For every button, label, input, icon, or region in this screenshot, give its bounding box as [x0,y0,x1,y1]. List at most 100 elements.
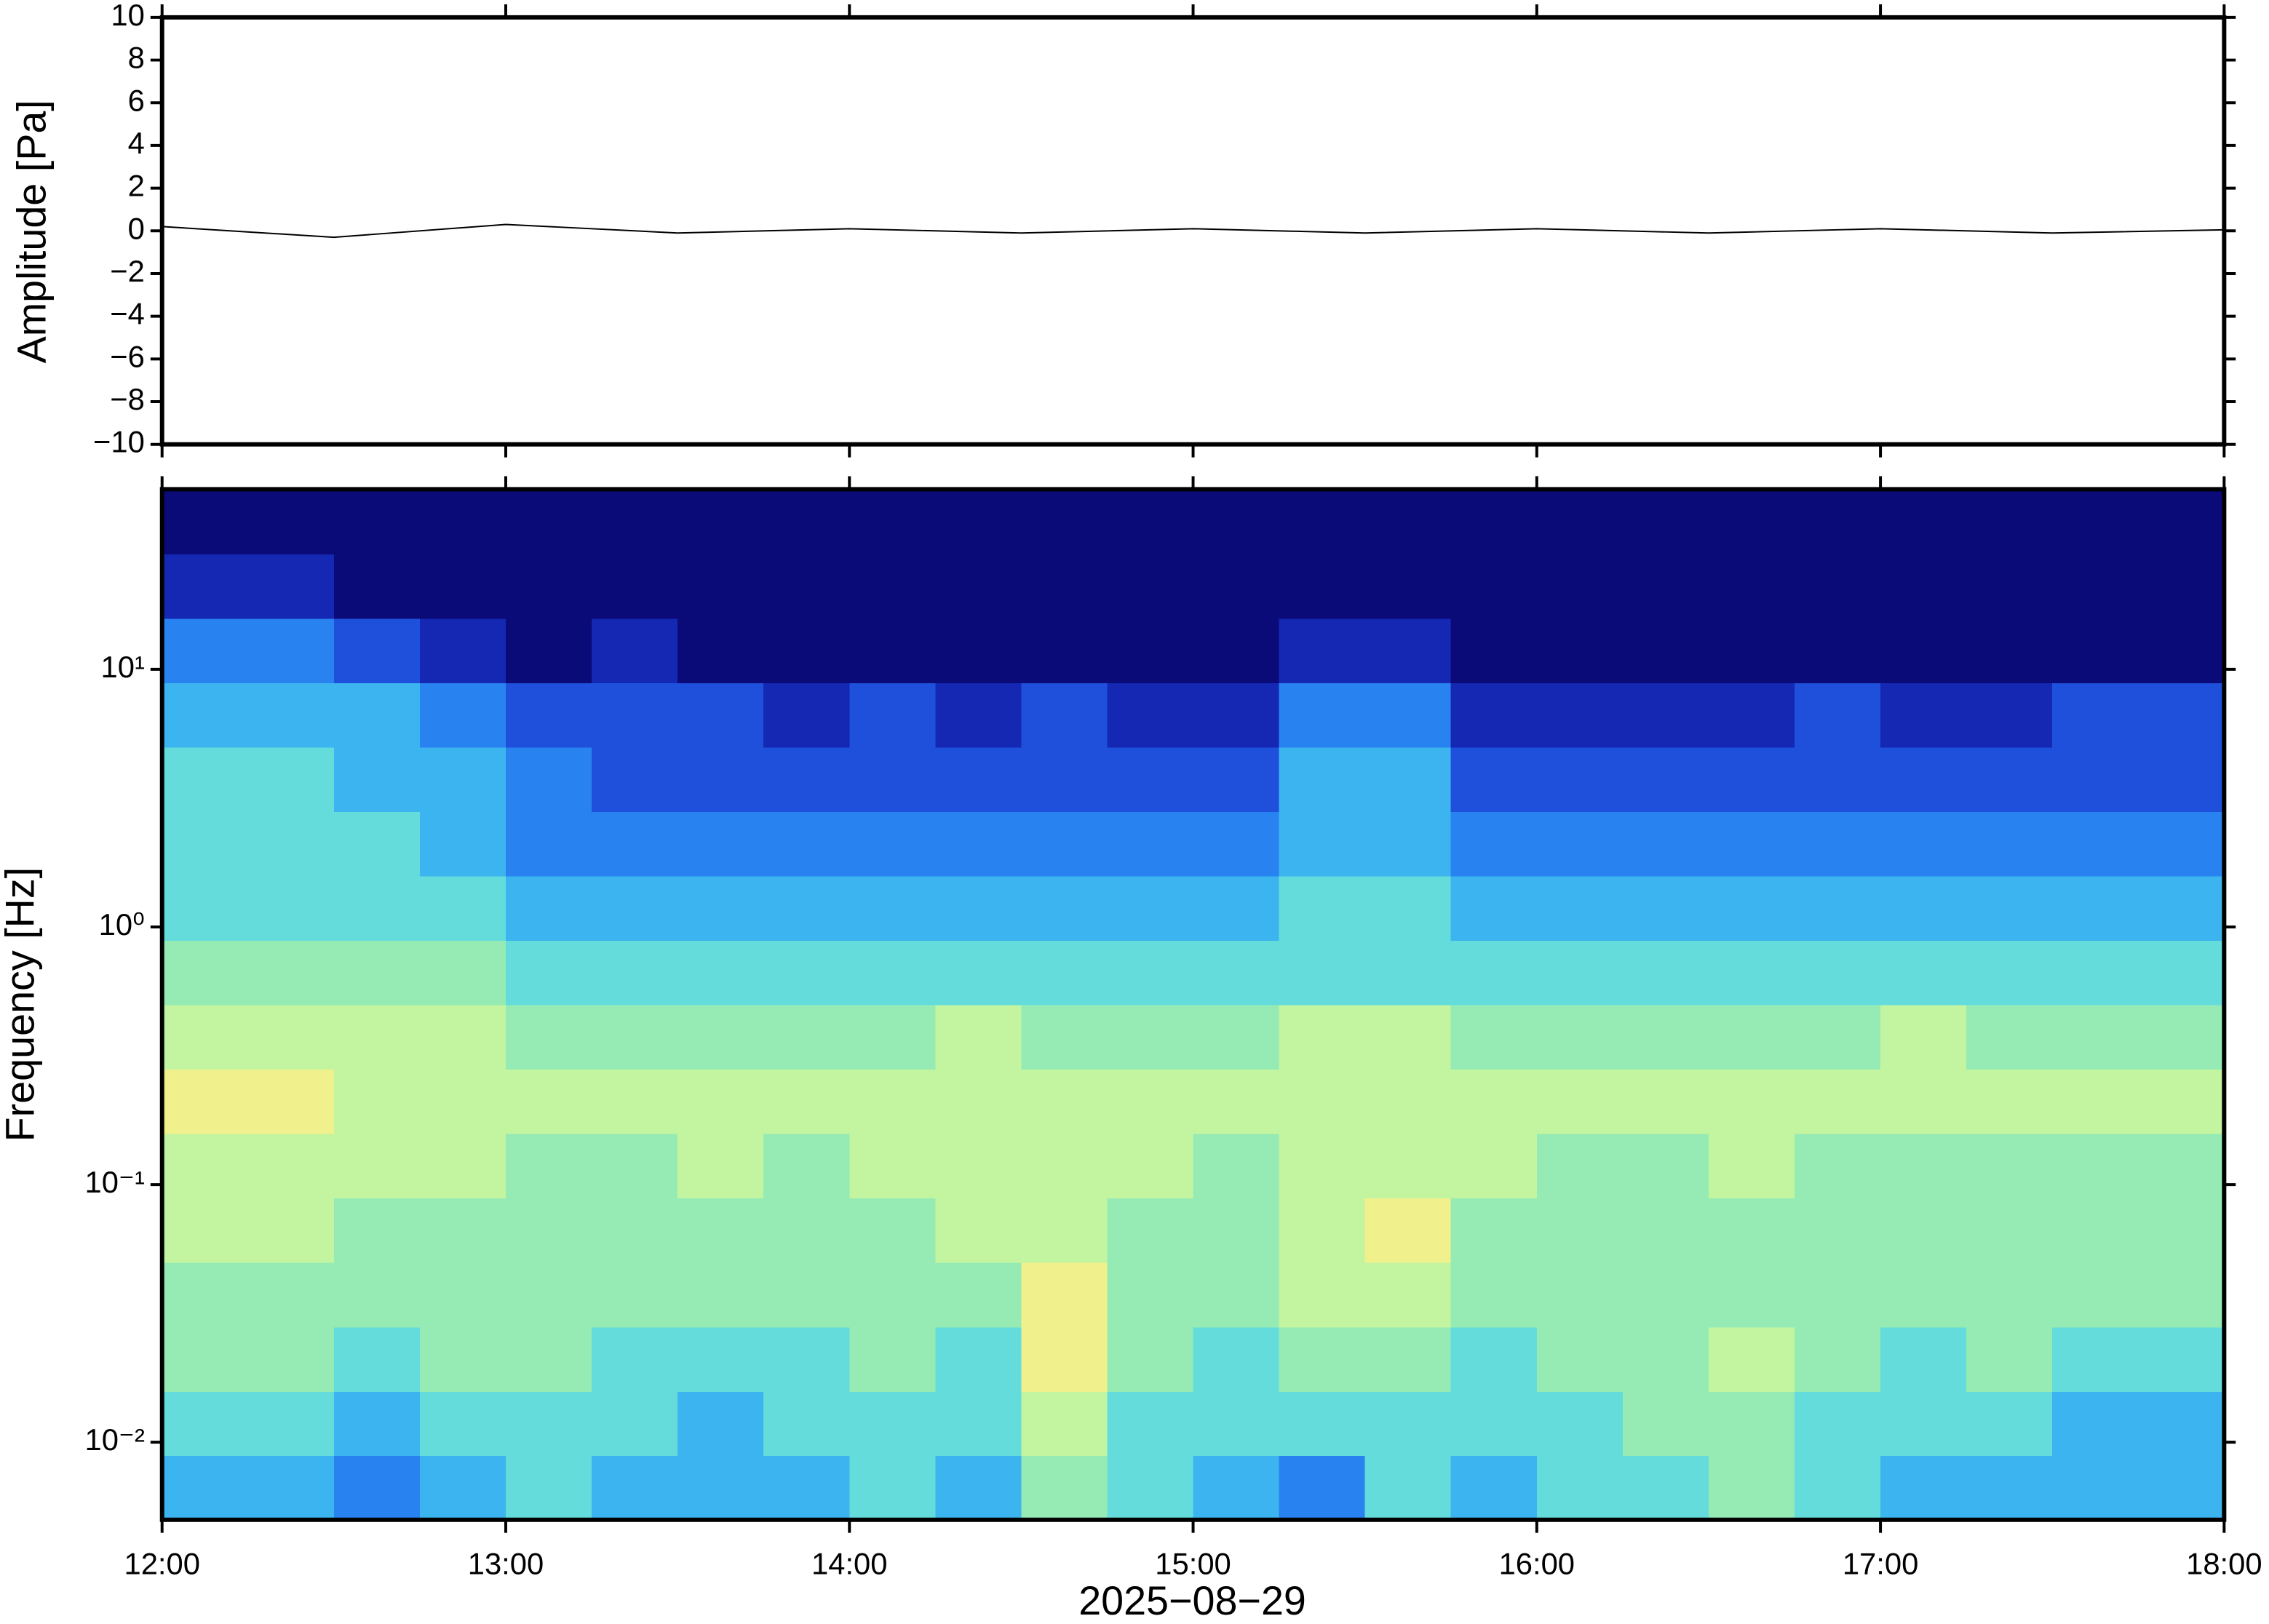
cell [1193,1004,1280,1070]
cell [1966,1262,2054,1328]
cell [935,1004,1022,1070]
cell [1021,747,1108,813]
cell [1708,1390,1796,1457]
cell [1622,618,1709,683]
cell [505,1326,593,1392]
cell [935,1455,1022,1521]
x-tick-label: 18:00 [2186,1546,2262,1580]
cell [1966,554,2054,619]
cell [162,682,249,748]
cell [1708,1455,1796,1521]
cell [1279,489,1366,554]
cell [1708,939,1796,1006]
cell [849,1198,937,1263]
cell [419,875,506,941]
cell [849,939,937,1006]
cell [935,554,1022,619]
cell [2052,1455,2139,1521]
cell [1795,682,1882,748]
cell [419,1262,506,1328]
cell [1795,1198,1882,1263]
cell [1279,1455,1366,1521]
cell [1021,1004,1108,1070]
cell [1708,811,1796,877]
cell [1708,554,1796,619]
cell [1021,1262,1108,1328]
cell [1708,1326,1796,1392]
cell [935,1198,1022,1263]
cell [1364,875,1452,941]
cell [1622,875,1709,941]
cell [1536,1455,1624,1521]
cell [763,1326,851,1392]
cell [1364,1455,1452,1521]
cell [1279,875,1366,941]
cell [1364,747,1452,813]
cell [1966,489,2054,554]
cell [2138,1390,2225,1457]
cell [763,682,851,748]
cell [333,1455,421,1521]
cell [1107,1069,1194,1134]
cell [677,489,765,554]
cell [763,1133,851,1198]
cell [1536,1326,1624,1392]
cell [162,554,249,619]
cell [2138,747,2225,813]
cell [1880,747,1968,813]
cell [592,1069,679,1134]
cell [1107,1133,1194,1198]
cell [1536,1133,1624,1198]
x-tick-label: 15:00 [1155,1546,1231,1580]
cell [247,811,335,877]
cell [419,939,506,1006]
cell [592,1326,679,1392]
cell [1880,939,1968,1006]
y-tick-label: 10⁰ [99,907,145,942]
cell [1021,618,1108,683]
cell [592,1455,679,1521]
cell [1708,875,1796,941]
cell [333,1198,421,1263]
cell [935,1390,1022,1457]
y-tick-label: −10 [93,425,145,459]
cell [2138,811,2225,877]
cell [1622,489,1709,554]
cell [763,1069,851,1134]
cell [1279,1004,1366,1070]
cell [1107,1198,1194,1263]
cell [1708,1004,1796,1070]
cell [333,939,421,1006]
cell [1708,1069,1796,1134]
cell [1279,1326,1366,1392]
cell [1708,1133,1796,1198]
x-tick-label: 17:00 [1843,1546,1918,1580]
cell [333,1326,421,1392]
y-tick-label: 8 [128,41,145,75]
cell [1364,682,1452,748]
cell [2138,1069,2225,1134]
cell [1966,747,2054,813]
cell [333,1069,421,1134]
cell [1536,747,1624,813]
cell [419,1133,506,1198]
cell [849,554,937,619]
cell [1795,1004,1882,1070]
y-axis-title: Frequency [Hz] [0,867,43,1142]
cell [1966,1326,2054,1392]
cell [849,618,937,683]
cell [677,1262,765,1328]
cell [2052,1069,2139,1134]
cell [849,1326,937,1392]
cell [1021,811,1108,877]
cell [247,1069,335,1134]
cell [1536,1198,1624,1263]
cell [247,1198,335,1263]
cell [505,1133,593,1198]
cell [1193,489,1280,554]
cell [1021,1133,1108,1198]
waveform [162,223,2225,239]
cell [849,811,937,877]
cell [592,1004,679,1070]
cell [1622,1390,1709,1457]
